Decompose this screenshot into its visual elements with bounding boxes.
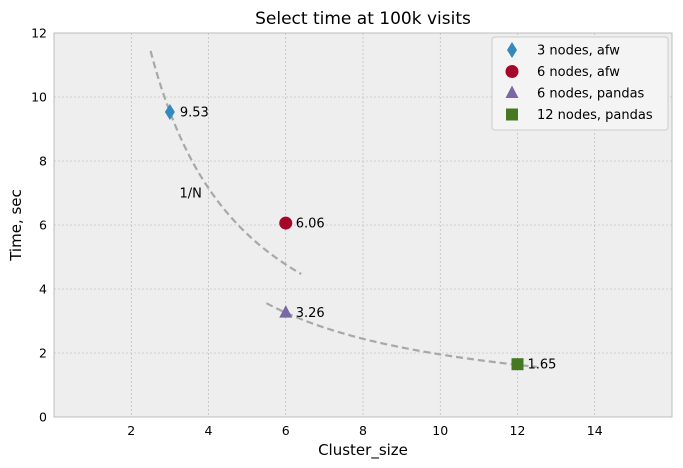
data-label: 1.65 [528, 358, 557, 373]
x-tick-label: 10 [432, 423, 448, 438]
data-point-triangle [279, 305, 293, 318]
legend-box [491, 36, 669, 131]
y-tick-label: 0 [39, 410, 47, 425]
x-axis-label: Cluster_size [318, 441, 408, 460]
legend: 3 nodes, afw 6 nodes, afw 6 nodes, pandas 1… [491, 36, 669, 131]
chart-title: Select time at 100k visits [255, 9, 471, 29]
y-axis-label: Time, sec [7, 189, 25, 262]
legend-label: 6 nodes, afw [537, 65, 620, 80]
data-points [164, 104, 524, 371]
legend-label: 3 nodes, afw [537, 44, 620, 59]
legend-marker-circle [505, 65, 519, 78]
legend-marker-diamond [507, 42, 517, 58]
legend-marker-triangle [505, 85, 519, 98]
legend-marker-square [506, 108, 518, 121]
x-tick-label: 12 [510, 423, 526, 438]
tick-labels: 2 4 6 8 10 12 14 0 2 4 6 8 10 12 [31, 26, 603, 439]
data-point-diamond [164, 104, 175, 121]
y-tick-label: 4 [39, 282, 47, 297]
data-label: 9.53 [180, 106, 209, 121]
reference-curves [149, 50, 537, 369]
data-labels: 9.53 6.06 3.26 1.65 [180, 106, 557, 373]
data-point-circle [279, 216, 293, 230]
reference-curve [149, 50, 302, 275]
y-tick-label: 12 [31, 26, 47, 41]
data-label: 3.26 [296, 306, 325, 321]
data-label: 6.06 [296, 217, 325, 232]
x-tick-label: 4 [205, 423, 213, 438]
x-tick-label: 2 [127, 423, 135, 438]
plot-frame [53, 32, 673, 418]
data-point-square [511, 358, 524, 371]
y-tick-label: 6 [39, 218, 47, 233]
x-tick-label: 8 [359, 423, 367, 438]
legend-label: 12 nodes, pandas [537, 108, 653, 123]
x-tick-label: 14 [587, 423, 603, 438]
annotation-label: 1/N [180, 187, 202, 202]
annotations: 1/N [180, 187, 202, 202]
reference-curve [265, 302, 537, 369]
y-tick-label: 8 [39, 154, 47, 169]
legend-label: 6 nodes, pandas [537, 87, 645, 102]
y-tick-label: 10 [31, 90, 47, 105]
x-tick-label: 6 [282, 423, 290, 438]
y-tick-label: 2 [39, 346, 47, 361]
